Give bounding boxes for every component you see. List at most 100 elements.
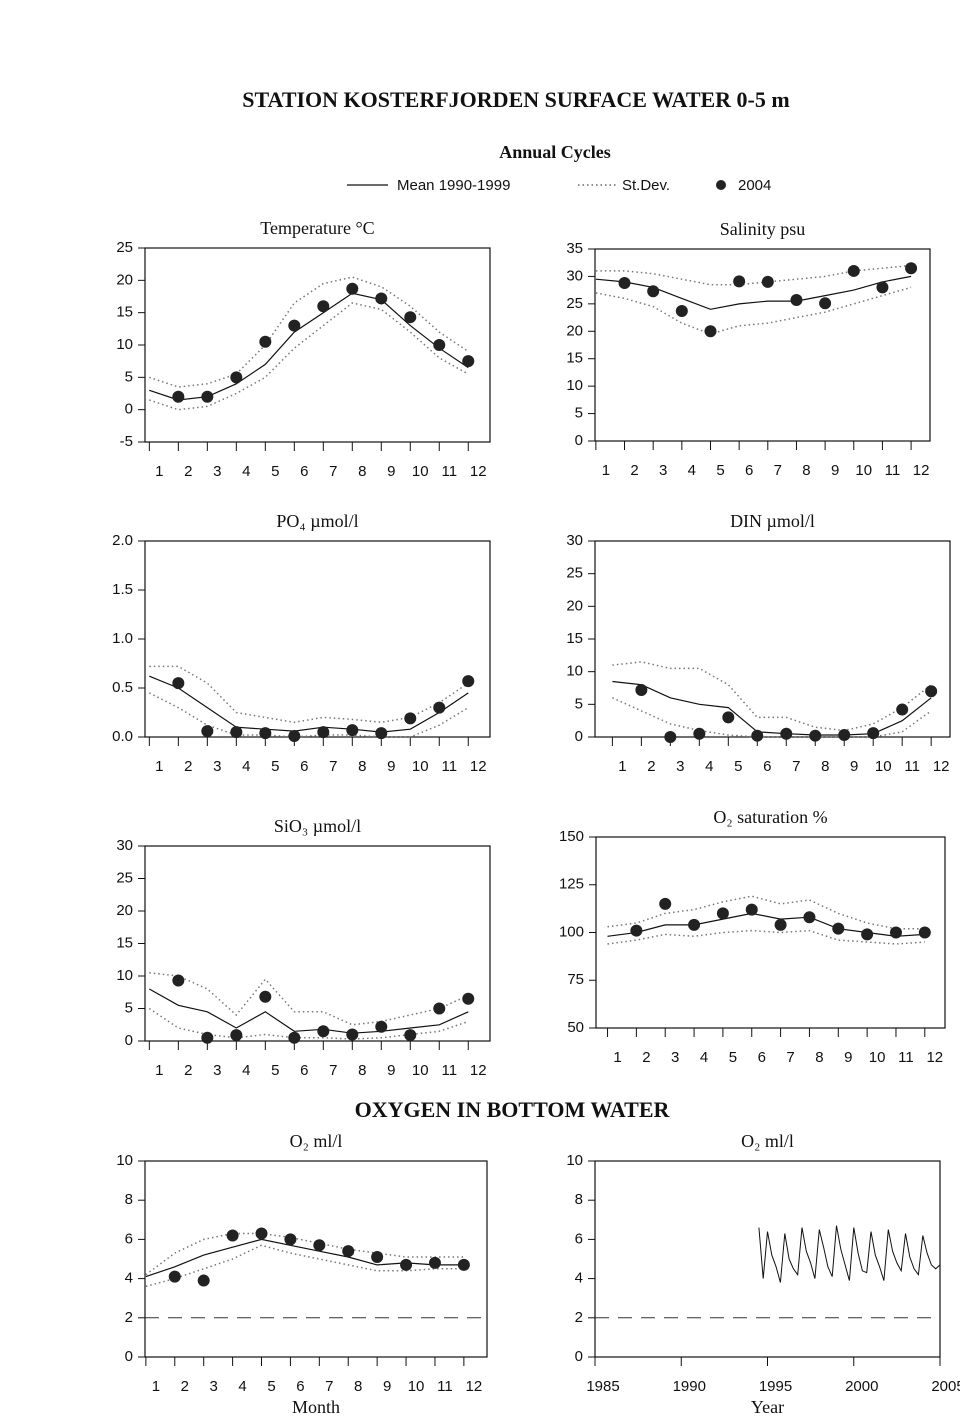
obs-point [172,974,185,987]
obs-point [819,297,832,310]
x-tick-label: 6 [300,463,308,480]
obs-point [618,277,631,290]
x-tick-label: 6 [300,758,308,775]
y-tick-label: 30 [566,532,583,549]
x-tick-label: 11 [441,463,457,480]
obs-point [313,1239,326,1252]
obs-point [201,725,214,738]
y-tick-label: 8 [575,1191,583,1208]
x-tick-label: 7 [329,1062,337,1079]
y-tick-label: 0 [575,432,583,449]
sd-line [595,264,912,286]
x-tick-label: 1 [152,1378,160,1395]
sd-line [149,302,469,411]
x-tick-label: 1 [602,462,610,479]
obs-point [404,311,417,324]
x-tick-label: 2000 [845,1378,878,1395]
y-tick-label: 5 [125,999,133,1016]
obs-point [375,292,388,305]
chart-title: DIN µmol/l [730,511,815,531]
y-tick-label: 0.0 [112,728,133,745]
x-tick-label: 8 [358,1062,366,1079]
obs-point [693,727,706,740]
x-tick-label: 4 [705,758,713,775]
x-tick-label: 9 [850,758,858,775]
y-tick-label: 5 [575,405,583,422]
x-tick-label: 10 [412,463,429,480]
obs-point [457,1258,470,1271]
obs-point [259,335,272,348]
y-tick-label: 2.0 [112,532,133,549]
sd-line [612,697,932,738]
obs-point [317,726,330,739]
obs-point [317,300,330,313]
y-tick-label: 100 [559,923,584,940]
x-tick-label: 7 [786,1049,794,1066]
obs-point [284,1233,297,1246]
y-tick-label: 25 [566,565,583,582]
obs-point [462,675,475,688]
legend-label: 2004 [738,177,771,194]
obs-point [918,926,931,939]
x-tick-label: 5 [267,1378,275,1395]
obs-point [230,1029,243,1042]
x-tick-label: 3 [671,1049,679,1066]
obs-point [664,731,677,743]
x-tick-label: 10 [408,1378,425,1395]
x-tick-label: 11 [441,1062,457,1079]
section-title: OXYGEN IN BOTTOM WATER [355,1097,671,1122]
x-tick-label: 9 [844,1049,852,1066]
y-tick-label: 1.5 [112,581,133,598]
obs-point [745,903,758,916]
y-tick-label: 6 [575,1230,583,1247]
x-tick-label: 10 [869,1049,886,1066]
x-tick-label: 12 [470,1062,487,1079]
obs-point [716,907,729,920]
obs-point [342,1245,355,1258]
obs-point [722,711,735,724]
x-tick-label: 1995 [759,1378,792,1395]
plot-frame [594,1160,941,1358]
x-tick-label: 1 [155,758,163,775]
x-tick-label: 4 [242,1062,250,1079]
y-tick-label: 8 [125,1191,133,1208]
x-tick-label: 11 [904,758,920,775]
x-tick-label: 4 [700,1049,708,1066]
obs-point [375,1020,388,1033]
obs-point [201,1031,214,1044]
x-tick-label: 3 [659,462,667,479]
x-tick-label: 8 [821,758,829,775]
obs-point [647,285,660,298]
x-tick-label: 10 [855,462,872,479]
x-tick-label: 5 [271,463,279,480]
mean-line [149,988,469,1034]
obs-point [462,355,475,368]
x-tick-label: 1985 [586,1378,619,1395]
obs-point [346,1028,359,1041]
chart-title: Salinity psu [720,219,806,239]
x-tick-label: 9 [387,1062,395,1079]
x-tick-label: 5 [716,462,724,479]
x-tick-label: 12 [470,463,487,480]
x-tick-label: 6 [763,758,771,775]
x-tick-label: 12 [470,758,487,775]
sd-line [149,972,469,1026]
x-tick-label: 12 [466,1378,483,1395]
x-tick-label: 11 [441,758,457,775]
y-tick-label: 10 [116,967,133,984]
obs-point [404,1029,417,1042]
x-tick-label: 9 [387,758,395,775]
x-tick-label: 10 [875,758,892,775]
x-tick-label: 6 [758,1049,766,1066]
x-tick-label: 7 [774,462,782,479]
y-tick-label: 30 [116,837,133,854]
x-tick-label: 5 [734,758,742,775]
obs-point [832,922,845,935]
x-axis-label: Year [751,1397,784,1417]
obs-point [780,727,793,740]
x-tick-label: 9 [831,462,839,479]
x-tick-label: 8 [358,463,366,480]
x-tick-label: 4 [688,462,696,479]
obs-point [675,304,688,317]
